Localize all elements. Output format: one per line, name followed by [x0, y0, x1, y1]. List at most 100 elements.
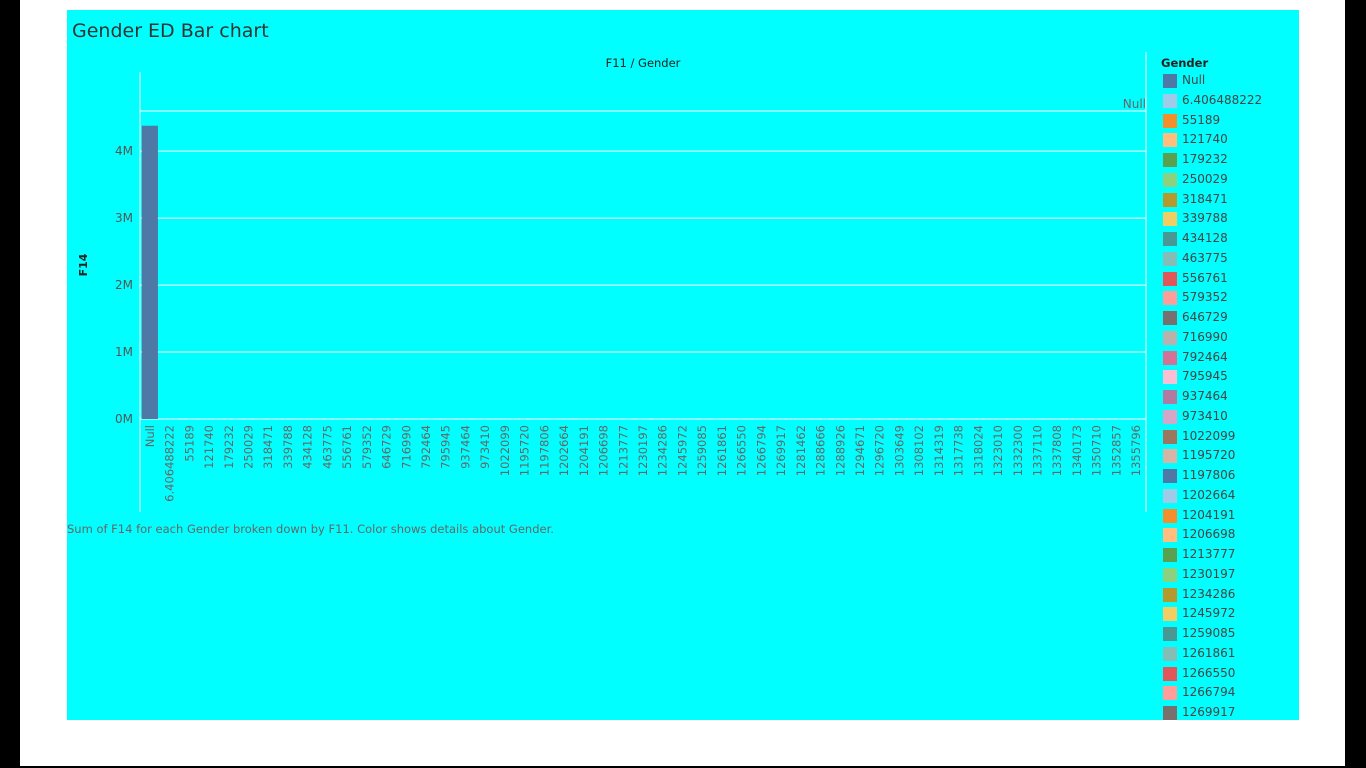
legend-swatch [1163, 113, 1177, 128]
legend-swatch [1163, 291, 1177, 306]
legend-swatch [1163, 251, 1177, 266]
x-tick-label: 937464 [458, 425, 472, 469]
x-tick-label: 1281462 [794, 425, 808, 476]
legend-swatch [1163, 330, 1177, 345]
legend-label: 973410 [1182, 408, 1228, 423]
x-tick-label: 1337110 [1031, 425, 1045, 476]
legend-swatch [1163, 627, 1177, 641]
legend-swatch [1163, 212, 1177, 227]
column-header: F11 / Gender [606, 56, 681, 70]
x-tick-label: 1288666 [814, 425, 828, 476]
axes [139, 52, 1147, 512]
legend-swatch [1163, 449, 1177, 464]
x-tick-label: 1266794 [754, 425, 768, 476]
bar[interactable] [141, 125, 158, 419]
x-tick-label: 1308102 [912, 425, 926, 476]
x-tick-label: 556761 [340, 425, 354, 469]
legend-swatch [1163, 192, 1177, 207]
legend-label: 1266550 [1182, 665, 1236, 680]
legend-label: Null [1182, 73, 1206, 87]
chart-caption: Sum of F14 for each Gender broken down b… [67, 522, 554, 536]
legend-swatch [1163, 232, 1177, 246]
x-tick-label: 1317738 [952, 425, 966, 476]
x-tick-label: 1323010 [991, 425, 1005, 476]
legend-swatch [1163, 350, 1177, 365]
x-tick-label: 1350710 [1090, 425, 1104, 476]
x-tick-label: 716990 [399, 425, 413, 469]
color-legend[interactable]: Gender Null 6.406488222 55189 121740 179232 2… [1161, 56, 1299, 720]
x-tick-label: 1355796 [1129, 425, 1143, 476]
x-tick-label: 1204191 [577, 425, 591, 476]
x-tick-label: 1314319 [932, 425, 946, 476]
legend-swatch [1163, 488, 1177, 503]
x-tick-label: 973410 [478, 425, 492, 469]
legend-label: 1213777 [1182, 547, 1236, 561]
legend-swatch [1163, 409, 1177, 424]
x-tick-label: 55189 [182, 425, 196, 462]
legend-swatch [1163, 74, 1177, 88]
bar-chart[interactable]: 0M 1M 2M 3M 4M Null 6.406488222 55189 121740 1792… [67, 10, 1161, 520]
legend-label: 250029 [1182, 171, 1228, 186]
legend-swatch [1163, 508, 1177, 523]
legend-label: 1204191 [1182, 507, 1236, 522]
x-tick-label: 1195720 [518, 425, 532, 476]
legend-swatch [1163, 469, 1177, 483]
legend-label: 6.406488222 [1182, 92, 1263, 107]
legend-label: 1230197 [1182, 566, 1236, 581]
x-tick-label: 179232 [222, 425, 236, 469]
x-tick-label: 339788 [281, 425, 295, 469]
x-tick-label: 1352857 [1109, 425, 1123, 476]
x-tick-label: 646729 [380, 425, 394, 469]
gridlines [140, 150, 1146, 420]
legend-swatch [1163, 311, 1177, 325]
legend-swatch [1163, 686, 1177, 701]
row-header: Null [1123, 97, 1146, 111]
legend-swatch [1163, 607, 1177, 622]
x-tick-label: 1288926 [833, 425, 847, 476]
legend-label: 339788 [1182, 211, 1228, 226]
legend-label: 1202664 [1182, 487, 1236, 502]
legend-swatch [1163, 93, 1177, 108]
legend-label: 792464 [1182, 349, 1228, 364]
y-tick-label: 2M [115, 278, 133, 292]
y-tick-label: 1M [115, 345, 133, 359]
x-tick-label: 1213777 [616, 425, 630, 476]
x-tick-label: 1245972 [675, 425, 689, 476]
x-tick-label: 121740 [202, 425, 216, 469]
legend-label: 1206698 [1182, 527, 1236, 542]
x-tick-label: 795945 [439, 425, 453, 469]
legend-label: 1197806 [1182, 468, 1236, 482]
legend-label: 1266794 [1182, 685, 1236, 700]
legend-swatch [1163, 587, 1177, 602]
legend-swatch [1163, 172, 1177, 187]
legend-swatch [1163, 429, 1177, 444]
legend-label: 716990 [1182, 329, 1228, 344]
x-tick-label: 1269917 [774, 425, 788, 476]
x-tick-label: 6.406488222 [163, 425, 177, 502]
legend-label: 937464 [1182, 389, 1228, 403]
x-tick-label: 1202664 [557, 425, 571, 476]
legend-title: Gender [1161, 56, 1209, 70]
legend-swatch [1163, 528, 1177, 543]
legend-swatch [1163, 646, 1177, 661]
legend-label: 1195720 [1182, 448, 1236, 463]
legend-swatch [1163, 370, 1177, 385]
x-tick-label: 1022099 [498, 425, 512, 476]
legend-swatch [1163, 271, 1177, 286]
y-tick-label: 4M [115, 144, 133, 158]
x-tick-label: 318471 [261, 425, 275, 469]
legend-label: 318471 [1182, 191, 1228, 206]
legend-label: 463775 [1182, 250, 1228, 265]
x-tick-label: 1332300 [1011, 425, 1025, 476]
legend-label: 1259085 [1182, 626, 1236, 640]
x-tick-label: 1294671 [853, 425, 867, 476]
legend-swatch [1163, 390, 1177, 404]
dashboard-title: Gender ED Bar chart [72, 20, 269, 42]
x-tick-label: 1266550 [735, 425, 749, 476]
legend-label: 121740 [1182, 132, 1228, 147]
legend-swatch [1163, 133, 1177, 148]
y-tick-label: 0M [115, 412, 133, 426]
tick-labels: 0M 1M 2M 3M 4M Null 6.406488222 55189 121740 1792… [115, 144, 1143, 502]
x-tick-label: 1230197 [636, 425, 650, 476]
x-tick-label: 1261861 [715, 425, 729, 476]
